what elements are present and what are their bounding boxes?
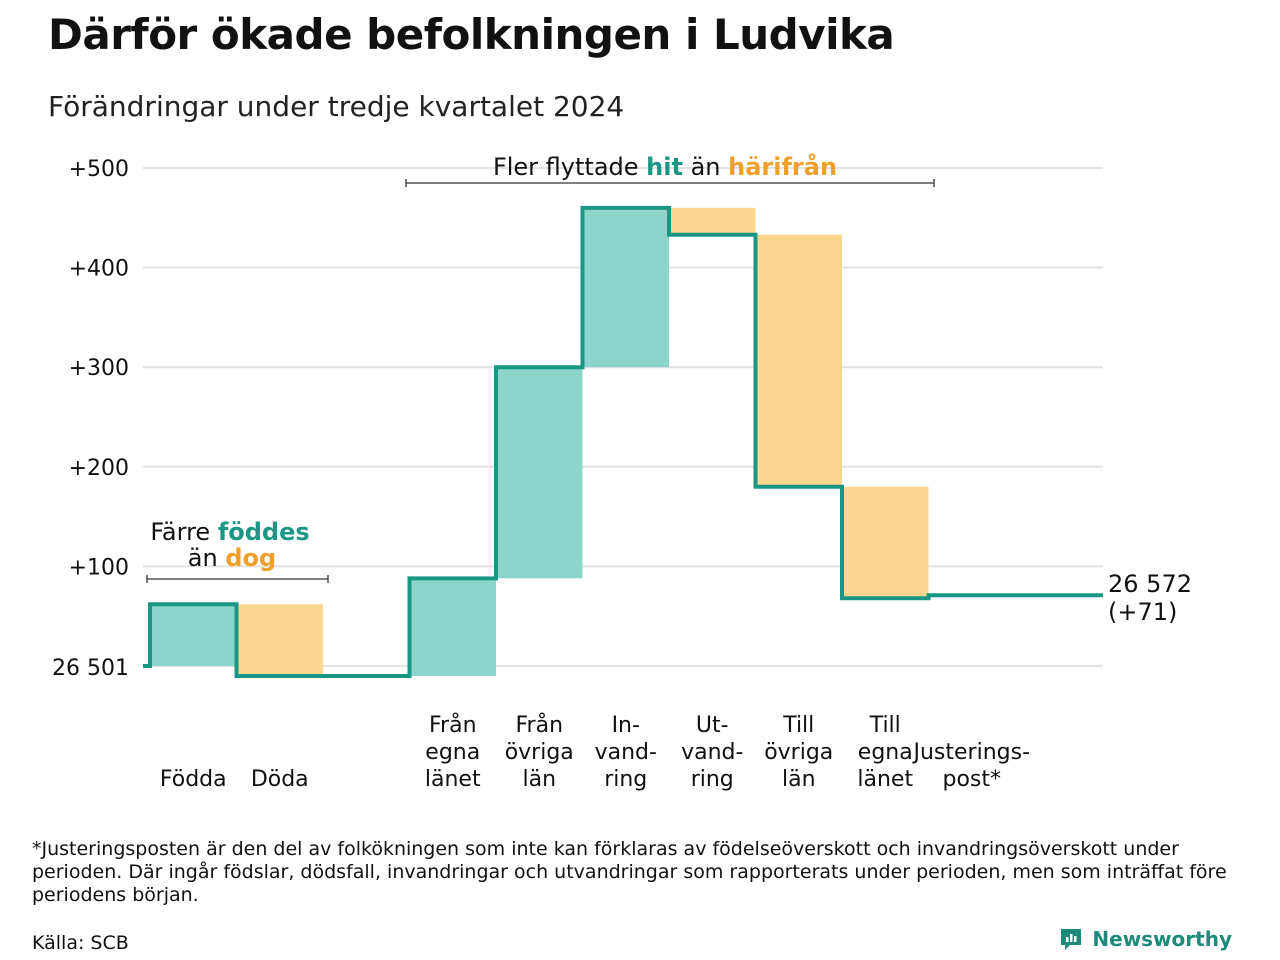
x-category-label: länet [857, 767, 913, 792]
waterfall-bar [236, 604, 323, 676]
y-tick-label: +300 [69, 356, 129, 381]
end-change-label: (+71) [1108, 598, 1177, 626]
x-category-label: övriga [505, 740, 574, 765]
x-category-label: post* [942, 767, 1001, 792]
y-tick-label: +500 [69, 157, 129, 182]
y-tick-label: +200 [69, 456, 129, 481]
x-category-label: vand- [595, 740, 657, 765]
x-category-label: In- [612, 713, 640, 738]
waterfall-bar [755, 234, 842, 487]
waterfall-bar [669, 207, 756, 235]
births-annotation-line1: Färre föddes [150, 518, 309, 546]
x-category-label: ring [691, 767, 734, 792]
x-category-label: Från [429, 712, 477, 738]
births-bracket [146, 575, 329, 583]
x-category-label: vand- [681, 740, 743, 765]
waterfall-bar [496, 367, 583, 579]
baseline-label: 26 501 [52, 656, 129, 681]
x-category-label: Födda [160, 767, 227, 792]
chart-title: Därför ökade befolkningen i Ludvika [48, 10, 895, 59]
x-category-label: övriga [764, 740, 833, 765]
brand: Newsworthy [1058, 926, 1232, 952]
waterfall-bar [409, 578, 496, 676]
x-category-label: län [782, 767, 816, 792]
brand-name: Newsworthy [1092, 927, 1232, 951]
x-category-label: egna [858, 740, 913, 765]
moves-bracket [405, 179, 935, 187]
waterfall-bar [582, 207, 669, 368]
x-category-label: Till [782, 713, 814, 738]
chart-subtitle: Förändringar under tredje kvartalet 2024 [48, 90, 625, 123]
moves-annotation: Fler flyttade hit än härifrån [493, 152, 837, 181]
x-category-label: Ut- [696, 713, 729, 738]
x-category-label: egna [425, 740, 480, 765]
footnote: *Justeringsposten är den del av folkökni… [32, 838, 1227, 906]
cumulative-step-line [143, 205, 1103, 678]
waterfall-bar [842, 486, 929, 599]
births-annotation-line2: än dog [188, 544, 276, 572]
newsworthy-logo-icon [1061, 929, 1082, 950]
end-value-label: 26 572 [1108, 570, 1192, 598]
x-category-label: Justerings- [911, 740, 1030, 765]
x-category-label: Till [869, 713, 901, 738]
y-tick-label: +100 [69, 555, 129, 580]
source-text: Källa: SCB [32, 932, 129, 954]
x-category-label: länet [425, 767, 481, 792]
x-category-label: ring [604, 767, 647, 792]
y-tick-label: +400 [69, 257, 129, 282]
x-category-label: Från [515, 712, 563, 738]
x-category-label: län [522, 767, 556, 792]
x-category-label: Döda [251, 767, 309, 792]
waterfall-bar [150, 604, 237, 666]
